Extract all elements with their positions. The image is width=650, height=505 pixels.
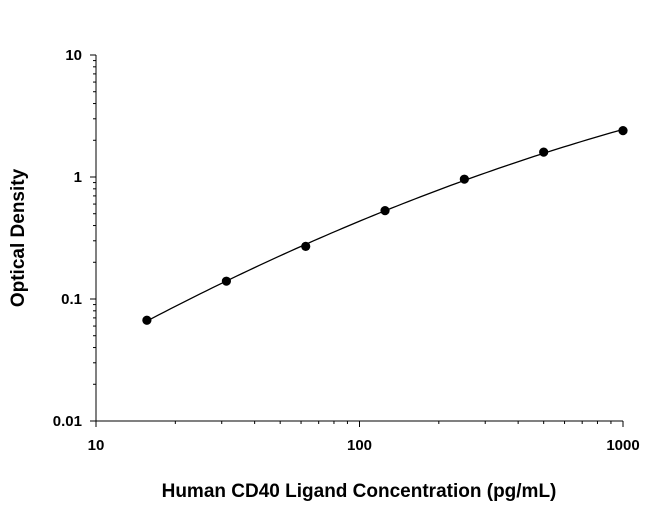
x-tick-label-10: 10 <box>88 437 105 454</box>
x-tick-label-100: 100 <box>347 437 372 454</box>
data-point-3 <box>380 206 390 216</box>
fit-curve <box>146 128 624 322</box>
y-tick-label-0.1: 0.1 <box>61 291 82 308</box>
y-tick-label-10: 10 <box>65 47 82 64</box>
data-point-1 <box>221 276 231 286</box>
x-axis-title: Human CD40 Ligand Concentration (pg/mL) <box>162 481 557 502</box>
ticks <box>90 54 624 427</box>
y-axis-title: Optical Density <box>8 168 29 307</box>
data-point-6 <box>618 126 628 136</box>
data-point-0 <box>142 315 152 325</box>
data-point-4 <box>459 174 469 184</box>
data-points <box>142 126 628 325</box>
y-tick-label-0.01: 0.01 <box>53 413 82 430</box>
data-point-5 <box>539 147 549 157</box>
tick-labels: 10 100 1000 0.01 0.1 1 10 <box>53 47 640 454</box>
y-tick-label-1: 1 <box>74 169 82 186</box>
x-tick-label-1000: 1000 <box>606 437 639 454</box>
axes <box>95 55 623 422</box>
data-point-2 <box>301 241 311 251</box>
